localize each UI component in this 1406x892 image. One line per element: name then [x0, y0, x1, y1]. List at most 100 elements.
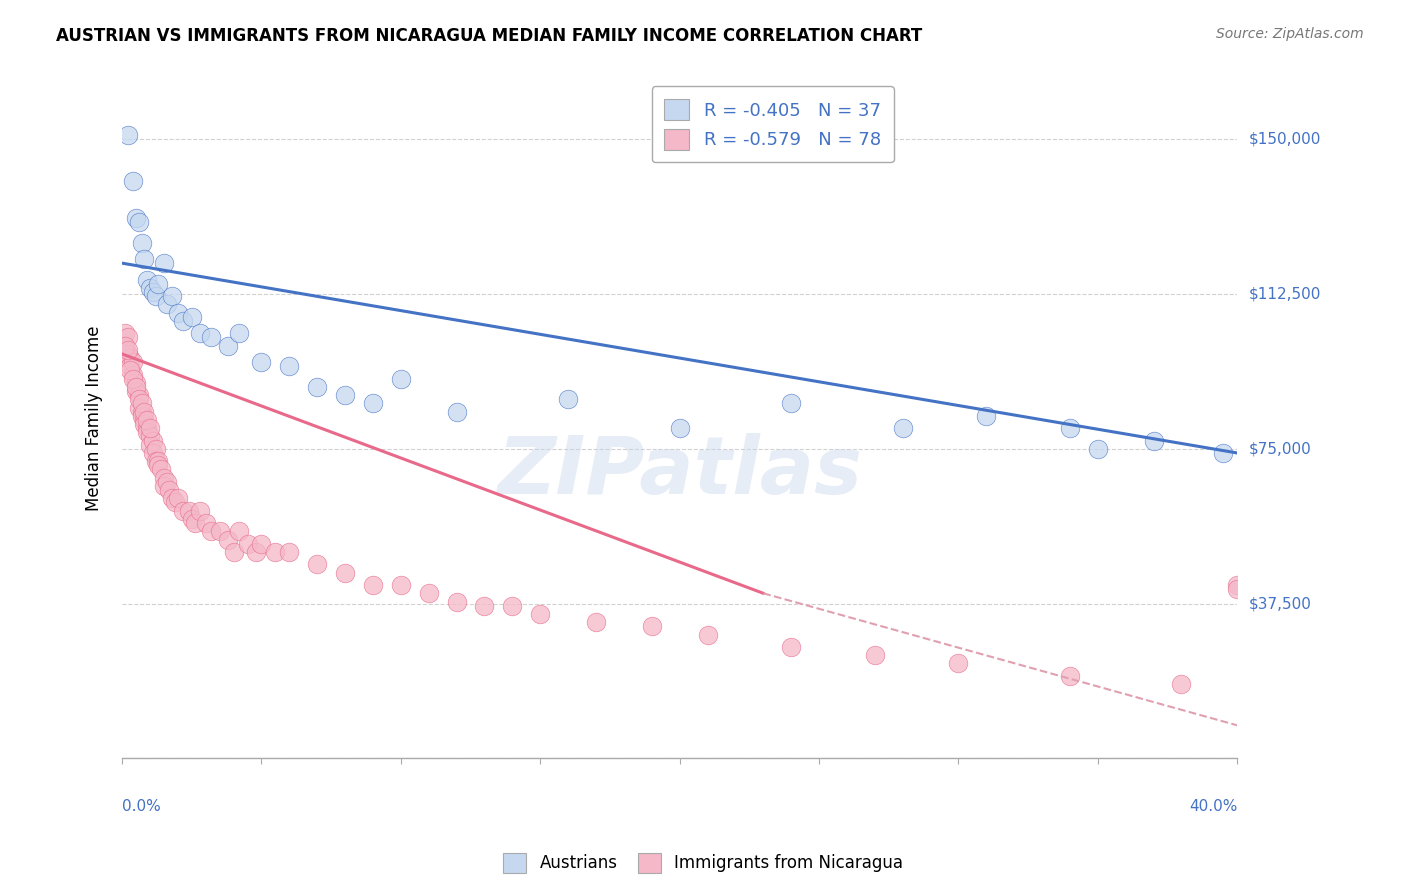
Point: [863, 648, 886, 663]
Point: [250, 355, 273, 369]
Point: [250, 537, 273, 551]
Point: [278, 359, 301, 374]
Point: [418, 586, 440, 600]
Text: 0.0%: 0.0%: [122, 799, 160, 814]
Point: [200, 330, 222, 344]
Point: [131, 396, 153, 410]
Point: [1142, 434, 1164, 448]
Point: [278, 545, 301, 559]
Point: [156, 297, 179, 311]
Point: [125, 211, 148, 225]
Point: [236, 537, 259, 551]
Point: [125, 384, 148, 398]
Point: [1059, 669, 1081, 683]
Point: [139, 429, 162, 443]
Point: [160, 491, 183, 506]
Point: [389, 372, 412, 386]
Point: [125, 380, 148, 394]
Point: [501, 599, 523, 613]
Point: [228, 524, 250, 539]
Point: [194, 516, 217, 530]
Point: [139, 438, 162, 452]
Text: 40.0%: 40.0%: [1189, 799, 1237, 814]
Point: [1059, 421, 1081, 435]
Point: [142, 285, 165, 299]
Point: [153, 256, 176, 270]
Point: [159, 483, 181, 497]
Point: [122, 173, 145, 187]
Point: [1226, 578, 1249, 592]
Point: [153, 471, 176, 485]
Point: [114, 339, 136, 353]
Point: [948, 657, 970, 671]
Point: [1226, 582, 1249, 596]
Text: $75,000: $75,000: [1249, 442, 1310, 457]
Point: [128, 215, 150, 229]
Point: [217, 339, 239, 353]
Text: $37,500: $37,500: [1249, 596, 1312, 611]
Point: [131, 405, 153, 419]
Text: ZIPatlas: ZIPatlas: [498, 434, 862, 511]
Point: [307, 380, 329, 394]
Point: [188, 326, 211, 341]
Point: [891, 421, 914, 435]
Point: [114, 326, 136, 341]
Point: [153, 479, 176, 493]
Point: [474, 599, 496, 613]
Point: [696, 627, 718, 641]
Point: [117, 330, 139, 344]
Point: [128, 388, 150, 402]
Point: [307, 558, 329, 572]
Point: [166, 306, 188, 320]
Point: [120, 351, 142, 365]
Text: $150,000: $150,000: [1249, 132, 1320, 147]
Point: [131, 235, 153, 250]
Text: $112,500: $112,500: [1249, 286, 1320, 301]
Point: [222, 545, 245, 559]
Point: [446, 405, 468, 419]
Point: [139, 281, 162, 295]
Point: [172, 314, 194, 328]
Point: [148, 277, 170, 291]
Point: [333, 566, 356, 580]
Point: [148, 454, 170, 468]
Point: [361, 578, 384, 592]
Point: [136, 425, 159, 440]
Point: [145, 289, 167, 303]
Y-axis label: Median Family Income: Median Family Income: [86, 326, 103, 510]
Point: [136, 413, 159, 427]
Point: [117, 347, 139, 361]
Point: [585, 615, 607, 629]
Point: [208, 524, 231, 539]
Point: [160, 289, 183, 303]
Point: [172, 504, 194, 518]
Point: [148, 458, 170, 473]
Point: [264, 545, 287, 559]
Point: [128, 392, 150, 407]
Point: [180, 512, 202, 526]
Point: [122, 355, 145, 369]
Point: [156, 475, 179, 489]
Point: [142, 434, 165, 448]
Point: [134, 417, 156, 431]
Point: [446, 594, 468, 608]
Point: [131, 409, 153, 423]
Point: [200, 524, 222, 539]
Point: [974, 409, 997, 423]
Point: [188, 504, 211, 518]
Point: [145, 442, 167, 456]
Point: [1170, 677, 1192, 691]
Point: [217, 533, 239, 547]
Point: [120, 359, 142, 374]
Point: [139, 421, 162, 435]
Point: [122, 368, 145, 382]
Point: [166, 491, 188, 506]
Text: Source: ZipAtlas.com: Source: ZipAtlas.com: [1216, 27, 1364, 41]
Point: [134, 413, 156, 427]
Point: [780, 640, 803, 654]
Point: [117, 343, 139, 357]
Point: [142, 446, 165, 460]
Point: [228, 326, 250, 341]
Point: [134, 405, 156, 419]
Text: AUSTRIAN VS IMMIGRANTS FROM NICARAGUA MEDIAN FAMILY INCOME CORRELATION CHART: AUSTRIAN VS IMMIGRANTS FROM NICARAGUA ME…: [56, 27, 922, 45]
